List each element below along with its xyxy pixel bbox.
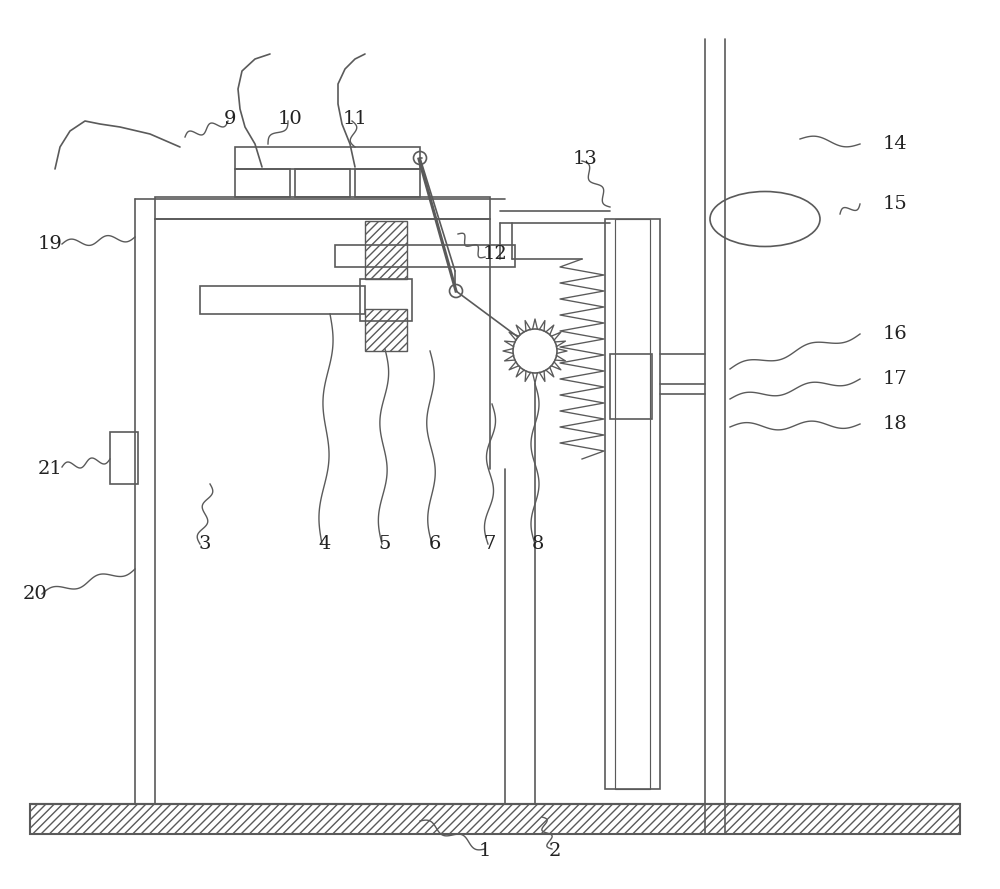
Text: 4: 4 — [319, 535, 331, 553]
Text: 6: 6 — [429, 535, 441, 553]
Bar — [295, 169, 350, 197]
Text: 20: 20 — [23, 585, 47, 603]
Text: 5: 5 — [379, 535, 391, 553]
Text: 12: 12 — [483, 245, 507, 263]
Bar — [615, 219, 650, 789]
Text: 19: 19 — [38, 235, 62, 253]
Bar — [110, 432, 138, 484]
Text: 1: 1 — [479, 842, 491, 860]
Ellipse shape — [710, 191, 820, 246]
Bar — [200, 286, 365, 314]
Bar — [365, 221, 407, 279]
Bar — [155, 197, 490, 219]
Text: 21: 21 — [38, 460, 62, 478]
Text: 10: 10 — [278, 110, 302, 128]
Text: 7: 7 — [484, 535, 496, 553]
Text: 14: 14 — [883, 135, 907, 153]
Text: 15: 15 — [883, 195, 907, 213]
Bar — [365, 309, 407, 351]
Text: 13: 13 — [573, 150, 597, 168]
Bar — [335, 245, 515, 267]
Text: 17: 17 — [883, 370, 907, 388]
Bar — [610, 354, 652, 419]
Bar — [235, 147, 420, 169]
Text: 8: 8 — [532, 535, 544, 553]
Text: 3: 3 — [199, 535, 211, 553]
Bar — [605, 219, 660, 789]
Bar — [235, 169, 290, 197]
Text: 18: 18 — [883, 415, 907, 433]
Text: 11: 11 — [343, 110, 367, 128]
Text: 2: 2 — [549, 842, 561, 860]
Bar — [355, 169, 420, 197]
Bar — [30, 804, 960, 834]
Text: 16: 16 — [883, 325, 907, 343]
Text: 9: 9 — [224, 110, 236, 128]
Bar — [360, 279, 412, 321]
